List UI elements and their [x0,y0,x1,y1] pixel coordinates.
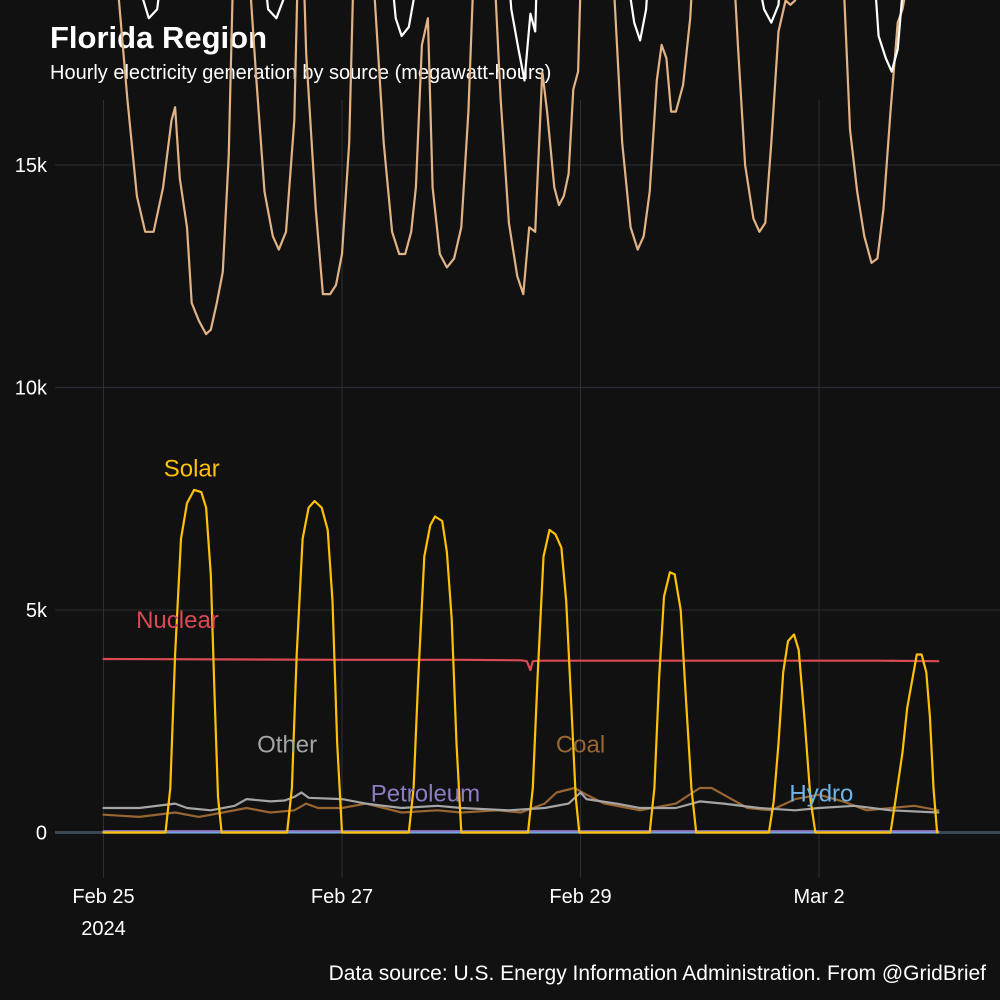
series-line-other [102,791,940,814]
x-tick-label: Mar 2 [793,886,844,908]
series-label-other: Other [257,731,317,758]
x-tick-label: Feb 27 [311,886,373,908]
y-tick-label: 15k [15,155,48,177]
series-line-solar [102,488,939,834]
x-tick-label: Feb 25 [72,886,134,908]
series-labels: TotalGasSolarNuclearOtherCoalPetroleumHy… [136,456,853,808]
y-tick-label: 0 [36,823,47,845]
y-axis: 05k10k15k20k25k30k [15,155,48,845]
x-tick-sublabel: 2024 [81,918,126,940]
series-label-hydro: Hydro [789,780,853,807]
y-tick-label: 10k [15,378,48,400]
series-line-total [142,0,903,82]
y-tick-label: 5k [26,600,48,622]
x-tick-label: Feb 29 [549,886,611,908]
x-axis: Feb 25 2024 Feb 27 Feb 29 Mar 2 [72,886,844,940]
series-label-nuclear: Nuclear [136,607,219,634]
series-label-petroleum: Petroleum [371,780,480,807]
data-source-note: Data source: U.S. Energy Information Adm… [328,962,986,985]
series-label-coal: Coal [556,731,605,758]
series-line-coal [102,786,940,818]
series-label-solar: Solar [164,456,220,483]
grid-lines [55,100,1000,878]
chart-subtitle: Hourly electricity generation by source … [50,62,552,84]
series-line-nuclear [102,657,940,672]
series-line-gas [117,0,906,336]
series-lines [102,0,940,834]
